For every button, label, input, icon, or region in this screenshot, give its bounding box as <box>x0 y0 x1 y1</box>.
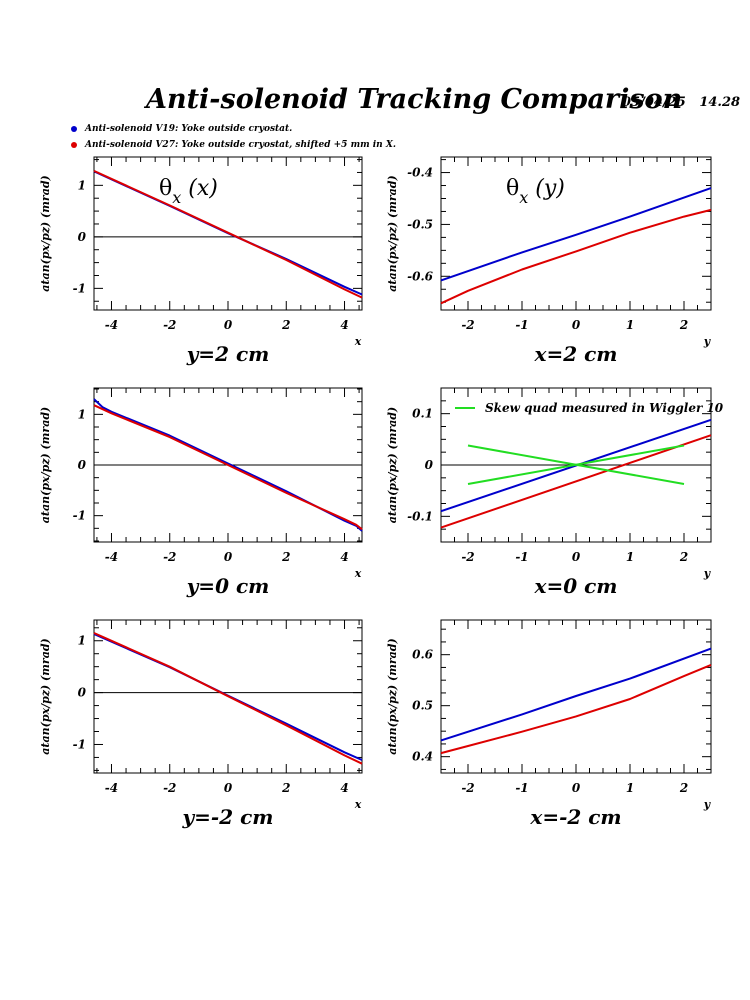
x-tick-label: -1 <box>515 781 528 795</box>
panel-legend-label: Skew quad measured in Wiggler 10 <box>485 401 724 415</box>
y-axis-label: atan(px/pz) (mrad) <box>39 175 52 291</box>
x-tick-label: -2 <box>461 550 474 564</box>
x-tick-label: 2 <box>281 781 290 795</box>
chart-panel-top-left: -4 -2 0 2 4 -1 0 1 x atan(px/pz) (mrad) y=2 cm θx (… <box>39 156 363 366</box>
y-tick-label: -0.4 <box>407 166 433 180</box>
legend-label-v27: Anti-solenoid V27: Yoke outside cryostat… <box>85 140 396 150</box>
panel-caption: y=2 cm <box>186 342 270 366</box>
series-line-3 <box>467 444 685 485</box>
x-tick-label: -1 <box>515 318 528 332</box>
x-tick-label: 1 <box>626 550 634 564</box>
y-tick-label: -1 <box>73 737 86 751</box>
x-tick-label: 0 <box>224 781 233 795</box>
x-axis-label: x <box>354 798 362 811</box>
panel-caption: x=2 cm <box>534 342 618 366</box>
y-tick-label: -0.5 <box>407 217 433 231</box>
x-tick-label: -2 <box>163 550 176 564</box>
legend-marker-v27 <box>71 141 77 148</box>
x-tick-label: 2 <box>281 550 290 564</box>
x-tick-label: 0 <box>572 318 581 332</box>
chart-panel-bottom-left: -4 -2 0 2 4 -1 0 1 x atan(px/pz) (mrad) y=-2 cm <box>39 619 363 829</box>
x-tick-label: 4 <box>340 318 348 332</box>
series-line-1 <box>440 663 712 755</box>
y-tick-label: 0 <box>78 458 87 472</box>
date-stamp: 05/04/25 14.28 <box>622 95 741 110</box>
series-line-1 <box>93 632 363 765</box>
y-tick-label: -0.1 <box>407 509 433 523</box>
x-tick-label: -4 <box>105 318 118 332</box>
y-axis-label: atan(px/pz) (mrad) <box>39 407 52 523</box>
y-tick-label: 0 <box>425 458 434 472</box>
y-axis-label: atan(px/pz) (mrad) <box>386 638 399 754</box>
x-tick-label: -4 <box>105 550 118 564</box>
y-tick-label: 0.1 <box>412 407 433 421</box>
y-axis-label: atan(px/pz) (mrad) <box>39 638 52 754</box>
legend-item-v27: Anti-solenoid V27: Yoke outside cryostat… <box>71 140 396 150</box>
x-tick-label: 2 <box>679 550 688 564</box>
chart-panel-middle-right: -2 -1 0 1 2 -0.1 0 0.1 y atan(px/pz) (mrad) x=0 cm… <box>386 387 724 598</box>
chart-panel-middle-left: -4 -2 0 2 4 -1 0 1 x atan(px/pz) (mrad) y=0 cm <box>39 387 363 598</box>
x-axis-label: x <box>354 567 362 580</box>
series-line-1 <box>93 404 363 531</box>
x-tick-label: 0 <box>224 550 233 564</box>
x-tick-label: 2 <box>679 318 688 332</box>
x-tick-label: 2 <box>281 318 290 332</box>
y-tick-label: 0.5 <box>412 699 433 713</box>
x-tick-label: 0 <box>224 318 233 332</box>
y-tick-label: 0.6 <box>412 648 434 662</box>
x-axis-label: y <box>703 798 712 811</box>
panel-caption: x=0 cm <box>534 574 618 598</box>
legend-item-v19: Anti-solenoid V19: Yoke outside cryostat… <box>71 124 292 134</box>
panel-caption: x=-2 cm <box>529 805 621 829</box>
series-line-0 <box>440 647 712 742</box>
x-tick-label: -2 <box>163 318 176 332</box>
panel-caption: y=0 cm <box>186 574 270 598</box>
x-tick-label: -1 <box>515 550 528 564</box>
panel-annotation: θx (x) <box>159 176 218 207</box>
x-tick-label: 4 <box>340 550 348 564</box>
x-tick-label: -2 <box>461 318 474 332</box>
y-tick-label: 1 <box>78 407 86 421</box>
y-tick-label: 0.4 <box>412 750 433 764</box>
x-tick-label: 0 <box>572 781 581 795</box>
chart-panel-top-right: -2 -1 0 1 2 -0.6 -0.5 -0.4 y atan(px/pz) (mrad) x=… <box>386 156 712 366</box>
x-tick-label: 0 <box>572 550 581 564</box>
x-tick-label: -4 <box>105 781 118 795</box>
panel-annotation: θx (y) <box>506 176 565 207</box>
y-tick-label: 1 <box>78 178 86 192</box>
chart-panel-bottom-right: -2 -1 0 1 2 0.4 0.5 0.6 y atan(px/pz) (mrad) x=-2 … <box>386 619 712 829</box>
y-tick-label: -0.6 <box>407 269 434 283</box>
x-tick-label: 2 <box>679 781 688 795</box>
legend-label-v19: Anti-solenoid V19: Yoke outside cryostat… <box>85 124 293 134</box>
x-tick-label: -2 <box>163 781 176 795</box>
series-line-1 <box>440 434 712 529</box>
x-tick-label: 1 <box>626 318 634 332</box>
series-line-1 <box>440 208 712 305</box>
y-tick-label: 1 <box>78 634 86 648</box>
x-tick-label: -2 <box>461 781 474 795</box>
x-axis-label: y <box>703 335 712 348</box>
series-line-1 <box>93 169 363 299</box>
page-title: Anti-solenoid Tracking Comparison <box>146 84 683 115</box>
x-tick-label: 1 <box>626 781 634 795</box>
y-tick-label: 0 <box>78 686 87 700</box>
y-axis-label: atan(px/pz) (mrad) <box>386 407 399 523</box>
legend-marker-v19 <box>71 125 77 132</box>
x-axis-label: y <box>703 567 712 580</box>
x-tick-label: 4 <box>340 781 348 795</box>
y-tick-label: -1 <box>73 281 86 295</box>
x-axis-label: x <box>354 335 362 348</box>
y-tick-label: 0 <box>78 230 87 244</box>
plot-frame <box>440 156 712 311</box>
y-tick-label: -1 <box>73 509 86 523</box>
series-line-0 <box>93 398 363 532</box>
series-line-0 <box>440 187 712 282</box>
y-axis-label: atan(px/pz) (mrad) <box>386 175 399 291</box>
panel-caption: y=-2 cm <box>182 805 274 829</box>
